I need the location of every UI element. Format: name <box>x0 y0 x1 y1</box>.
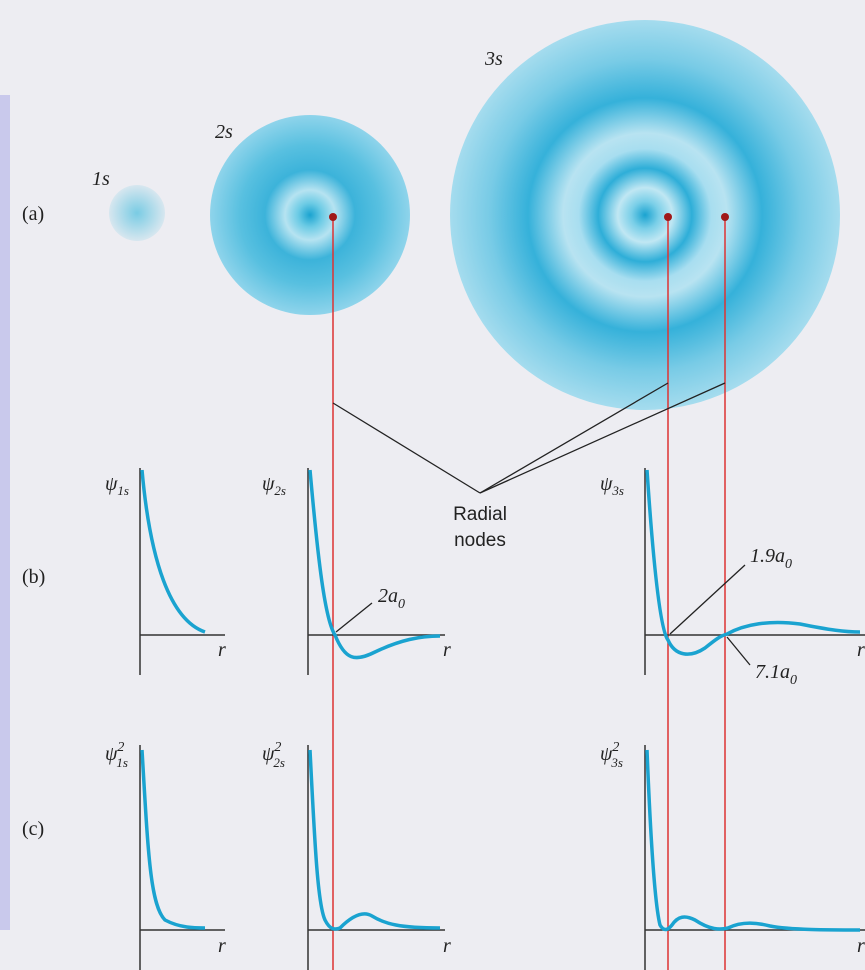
node-dot <box>721 213 729 221</box>
annotation: Radial <box>453 504 507 525</box>
axis <box>645 745 865 970</box>
axis <box>308 468 445 675</box>
side-strip <box>0 95 10 930</box>
axis-label: r <box>218 935 226 957</box>
subscript: 2s <box>274 483 286 498</box>
subscript: 0 <box>398 597 405 612</box>
pointer-line <box>333 403 480 493</box>
curve <box>142 470 205 632</box>
row-label: (a) <box>22 203 44 225</box>
plot-label: ψ2s <box>262 473 286 498</box>
subscript: 1s <box>116 755 128 770</box>
subscript: 1s <box>117 483 129 498</box>
axis-label: r <box>857 639 865 661</box>
annotation: nodes <box>454 530 506 551</box>
plot-label: ψ3s <box>600 473 624 498</box>
axis-label: r <box>443 639 451 661</box>
leader-line <box>727 637 750 665</box>
symbol: ψ <box>105 473 118 495</box>
subscript: 3s <box>610 755 623 770</box>
axis <box>140 745 225 970</box>
axis-label: r <box>218 639 226 661</box>
orbital-label: 3s <box>484 48 503 70</box>
superscript: 2 <box>612 740 619 755</box>
plot-label: ψ1s <box>105 473 129 498</box>
leader-line <box>670 565 745 634</box>
orbital-diagram: 1s 2s 3s (a) (b) (c) Radial nodes ψ1srψ2… <box>0 0 865 970</box>
superscript: 2 <box>117 740 124 755</box>
orbital-2s <box>210 115 410 315</box>
curve <box>142 750 205 928</box>
subscript: 2s <box>273 755 285 770</box>
node-label: 1.9a0 <box>750 545 792 572</box>
node-dot <box>329 213 337 221</box>
row-label: (c) <box>22 818 44 840</box>
axis <box>645 468 865 675</box>
node-label: 2a0 <box>378 585 405 612</box>
axis-label: r <box>857 935 865 957</box>
axis <box>308 745 445 970</box>
coefficient: 1.9a <box>750 545 785 567</box>
symbol: ψ <box>600 473 613 495</box>
coefficient: 2a <box>378 585 398 607</box>
superscript: 2 <box>274 740 281 755</box>
axis-label: r <box>443 935 451 957</box>
subscript: 0 <box>790 673 797 688</box>
coefficient: 7.1a <box>755 661 790 683</box>
orbital-label: 1s <box>92 168 110 190</box>
curve <box>647 750 860 930</box>
curve <box>310 470 440 658</box>
row-label: (b) <box>22 566 45 588</box>
leader-line <box>336 603 372 632</box>
curve <box>310 750 440 929</box>
orbital-label: 2s <box>215 121 233 143</box>
subscript: 3s <box>611 483 624 498</box>
node-label: 7.1a0 <box>755 661 797 688</box>
pointer-line <box>480 383 668 493</box>
axis <box>140 468 225 675</box>
subscript: 0 <box>785 557 792 572</box>
symbol: ψ <box>262 473 275 495</box>
orbital-3s <box>450 20 840 410</box>
node-dot <box>664 213 672 221</box>
orbital-1s <box>109 185 165 241</box>
